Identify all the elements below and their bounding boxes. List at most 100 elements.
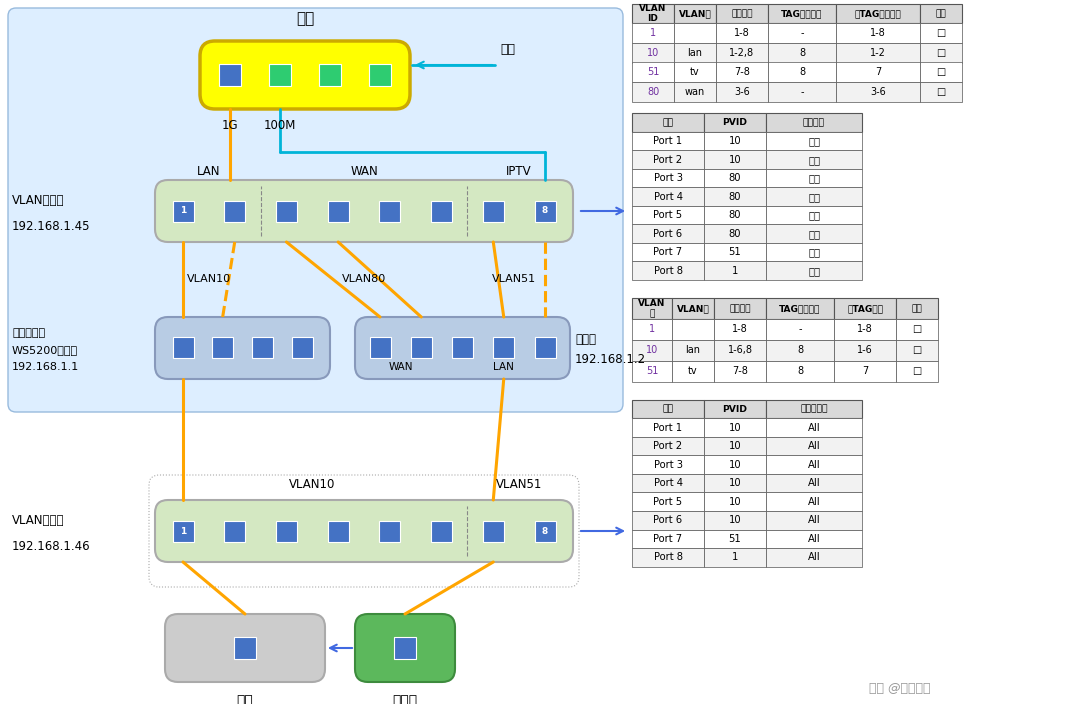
Text: 所有: 所有 [808,210,820,220]
Text: □: □ [912,367,922,377]
Bar [674,82,716,101]
Bar [276,201,297,222]
Bar [482,520,504,541]
Bar [632,151,704,169]
Text: 10: 10 [729,137,741,146]
Bar [632,511,704,529]
Text: VLAN名: VLAN名 [676,304,710,313]
Bar [212,337,233,358]
Bar [172,520,194,541]
Bar [219,64,241,86]
Bar [714,319,766,340]
Text: VLAN名: VLAN名 [679,9,712,18]
Bar [704,206,766,225]
Bar [269,64,291,86]
Text: LAN: LAN [493,362,514,372]
Text: 1-2,8: 1-2,8 [729,48,755,58]
Bar [632,298,672,319]
Bar [672,340,714,361]
Text: 无线路由器: 无线路由器 [12,328,45,338]
Text: All: All [808,552,821,562]
Text: VLAN10: VLAN10 [289,479,335,491]
Text: All: All [808,497,821,507]
Text: □: □ [912,346,922,356]
Bar [379,201,401,222]
Text: TAG标记端口: TAG标记端口 [781,9,823,18]
Text: IPTV: IPTV [506,165,532,179]
Bar [172,337,194,358]
Text: 1-8: 1-8 [857,325,872,334]
Text: WAN: WAN [350,165,378,179]
Text: 10: 10 [646,346,658,356]
Bar [632,493,704,511]
Text: 1-2: 1-2 [870,48,886,58]
Text: □: □ [912,325,922,334]
Bar [632,225,704,243]
Text: □: □ [936,68,946,77]
Text: 1G: 1G [222,119,238,132]
Bar [632,474,704,493]
Text: tv: tv [690,68,700,77]
Bar [716,43,768,63]
Bar [716,4,768,23]
Text: Port 1: Port 1 [654,137,683,146]
Text: 1-8: 1-8 [732,325,747,334]
Bar [704,132,766,151]
Bar [674,63,716,82]
Text: Port 2: Port 2 [654,155,683,165]
Bar [704,151,766,169]
Text: 7: 7 [875,68,881,77]
Bar [766,113,862,132]
Text: WS5200四核版: WS5200四核版 [12,345,79,355]
Bar [632,400,704,418]
Text: tv: tv [688,367,698,377]
Text: Port 6: Port 6 [654,229,683,239]
Text: 7: 7 [862,367,868,377]
Bar [632,529,704,548]
Text: 51: 51 [729,247,741,257]
Bar [632,437,704,455]
Bar [714,361,766,382]
Text: 192.168.1.2: 192.168.1.2 [575,353,646,367]
Bar [704,261,766,280]
Bar [766,187,862,206]
Text: Port 8: Port 8 [654,265,683,276]
Bar [834,298,896,319]
Text: lan: lan [687,48,702,58]
Bar [632,243,704,261]
Bar [369,64,391,86]
Bar [766,132,862,151]
Bar [534,201,556,222]
Text: 10: 10 [729,441,741,451]
Text: All: All [808,534,821,543]
Bar [672,319,714,340]
Bar [394,637,416,659]
FancyBboxPatch shape [355,614,454,682]
Bar [704,400,766,418]
Text: -: - [798,325,801,334]
Bar [896,340,938,361]
Text: 80: 80 [729,229,741,239]
Text: 8: 8 [542,206,548,215]
Text: 知乎 @老程序猿: 知乎 @老程序猿 [869,682,931,696]
Bar [632,361,672,382]
Text: 1: 1 [649,325,655,334]
Bar [704,187,766,206]
Text: 80: 80 [647,87,659,96]
Bar [768,43,836,63]
Text: 端口: 端口 [662,405,673,414]
Bar [632,4,674,23]
Text: LAN: LAN [197,165,221,179]
Text: 无TAG端口: 无TAG端口 [847,304,883,313]
Bar [431,520,452,541]
Bar [920,43,962,63]
Bar [766,474,862,493]
Text: 光纤: 光纤 [500,44,515,56]
Bar [768,82,836,101]
Bar [716,82,768,101]
Bar [674,23,716,43]
Bar [768,63,836,82]
Text: Port 4: Port 4 [654,478,683,489]
Text: 80: 80 [729,173,741,183]
Bar [766,151,862,169]
